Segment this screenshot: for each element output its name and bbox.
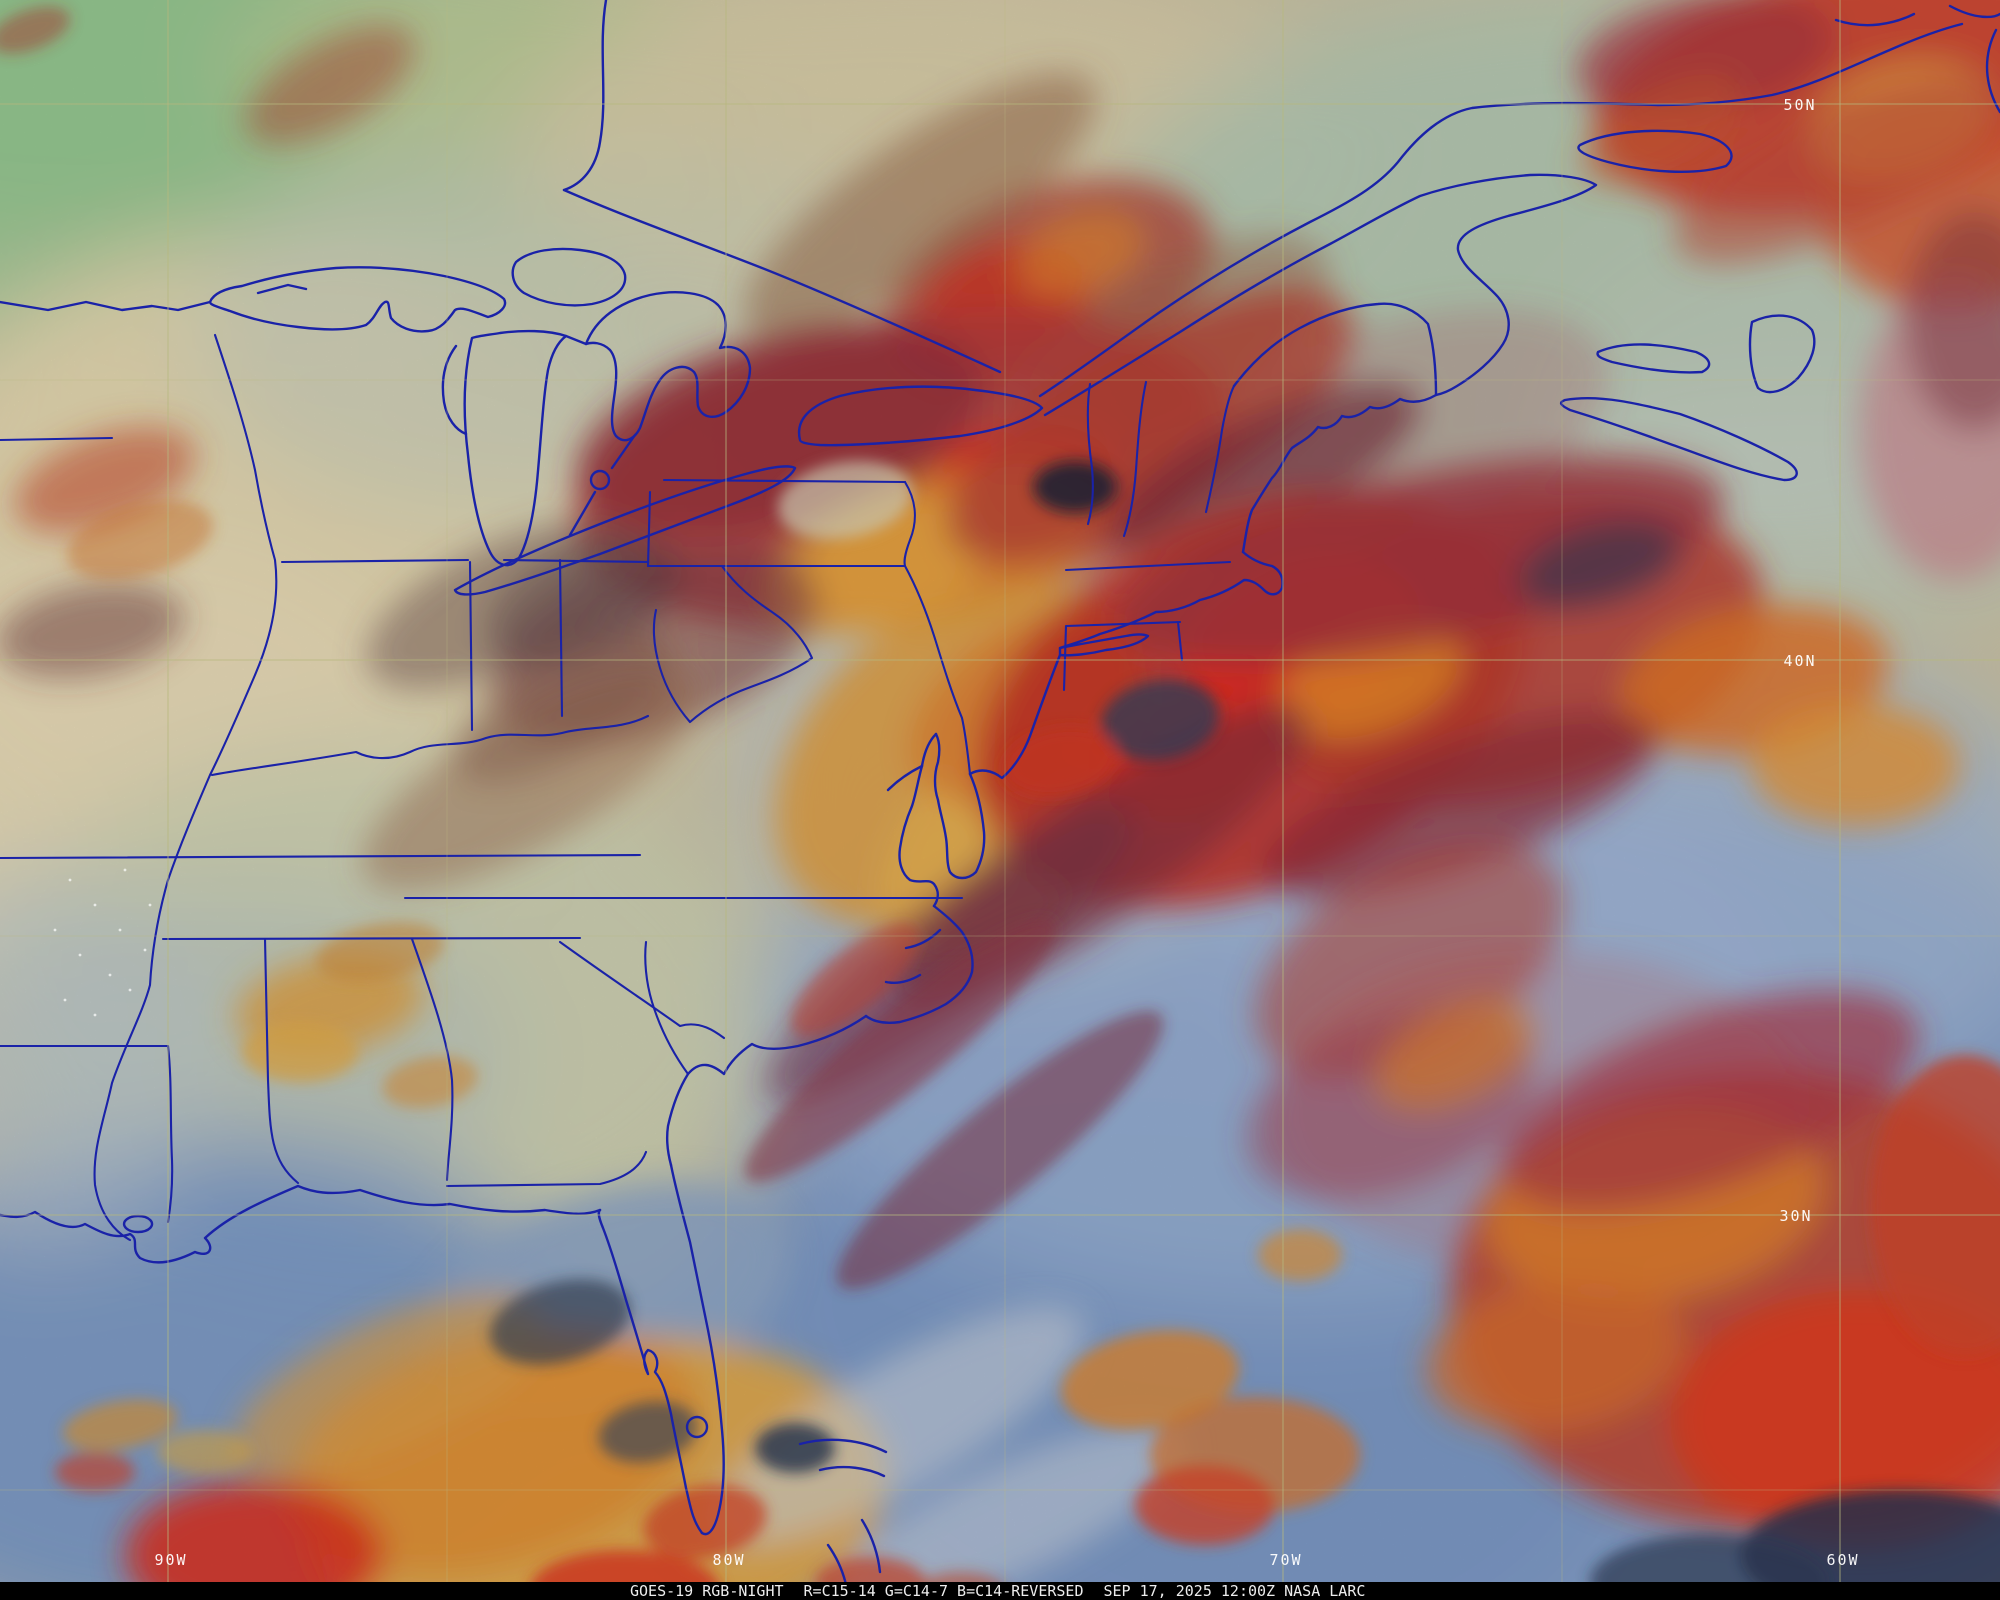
nj-coast-line bbox=[968, 653, 1062, 780]
potomac-line bbox=[886, 764, 924, 792]
green-bay-outline bbox=[441, 344, 468, 436]
newfoundland-lines bbox=[1834, 4, 2000, 114]
florida-east-coast-line bbox=[669, 1163, 725, 1536]
okeechobee-outline bbox=[685, 1415, 709, 1439]
lake-erie-outline bbox=[453, 465, 797, 596]
ms-la-border bbox=[0, 1044, 174, 1224]
savannah-river-border bbox=[644, 940, 690, 1076]
lon-label-70w: 70W bbox=[1269, 1551, 1302, 1569]
vt-nh-border bbox=[1122, 380, 1148, 538]
gulf-coast-line bbox=[0, 1184, 602, 1264]
cape-cod-line bbox=[1058, 550, 1284, 650]
florida-west-coast-line bbox=[597, 1208, 704, 1535]
lon-label-80w: 80W bbox=[712, 1551, 745, 1569]
caption-bar: GOES-19 RGB-NIGHT R=C15-14 G=C14-7 B=C14… bbox=[0, 1582, 2000, 1600]
ma-north-border bbox=[1064, 560, 1232, 572]
pei-outline bbox=[1596, 343, 1711, 374]
nipigon-lake-outline bbox=[511, 247, 627, 307]
lake-ontario-outline bbox=[797, 385, 1044, 447]
nc-sc-border bbox=[558, 940, 726, 1040]
lake-michigan-outline bbox=[463, 329, 568, 567]
ky-tn-border bbox=[0, 853, 642, 860]
wi-il-border bbox=[280, 558, 470, 564]
mississippi-river-line bbox=[93, 333, 278, 1242]
straits-line bbox=[564, 334, 588, 346]
ga-al-border bbox=[410, 937, 454, 1182]
isle-royale-line bbox=[256, 283, 308, 295]
ma-ct-ri-borders bbox=[1062, 620, 1184, 692]
caption-recipe: R=C15-14 G=C14-7 B=C14-REVERSED bbox=[803, 1582, 1084, 1600]
al-ms-border bbox=[263, 937, 300, 1185]
stclair-channels bbox=[568, 433, 637, 537]
oh-pa-border bbox=[646, 490, 652, 568]
maine-border-line bbox=[1232, 302, 1438, 397]
nh-me-border bbox=[1204, 384, 1236, 514]
canada-border-line bbox=[0, 300, 212, 312]
lon-label-60w: 60W bbox=[1826, 1551, 1859, 1569]
lon-label-90w: 90W bbox=[154, 1551, 187, 1569]
pamlico-sound-lines bbox=[884, 928, 942, 984]
delaware-river-border bbox=[903, 480, 972, 776]
lake-superior-outline bbox=[208, 266, 507, 333]
bahamas-lines bbox=[798, 1438, 888, 1582]
cape-breton-outline bbox=[1748, 314, 1816, 394]
pontchartrain-outline bbox=[122, 1214, 154, 1234]
ottawa-river-line bbox=[562, 188, 1002, 374]
lake-stclair-outline bbox=[589, 469, 611, 491]
nova-scotia-outline bbox=[1559, 397, 1798, 482]
stlawrence-south-bank bbox=[1043, 173, 1598, 417]
in-il-border bbox=[468, 560, 474, 732]
stlawrence-north-bank bbox=[1038, 22, 1964, 398]
southeast-coast-line bbox=[666, 1014, 868, 1167]
caption-product: GOES-19 RGB-NIGHT bbox=[630, 1582, 784, 1600]
oh-in-border bbox=[558, 558, 564, 718]
speckle-field bbox=[53, 868, 152, 1017]
lat-label-40n: 40N bbox=[1783, 652, 1816, 670]
outer-banks-outline bbox=[864, 904, 974, 1024]
maine-coast-line bbox=[1241, 393, 1438, 554]
vt-ny-border bbox=[1086, 382, 1094, 526]
lat-label-30n: 30N bbox=[1779, 1207, 1812, 1225]
delmarva-outline bbox=[933, 732, 986, 880]
lake-huron-outline bbox=[584, 291, 752, 442]
ny-pa-border bbox=[662, 478, 907, 484]
anticosti-outline bbox=[1577, 129, 1733, 173]
caption-datetime: SEP 17, 2025 12:00Z NASA LARC bbox=[1103, 1582, 1366, 1600]
quebec-river-line bbox=[562, 0, 608, 192]
long-island-outline bbox=[1058, 633, 1150, 657]
ga-fl-border bbox=[445, 1150, 648, 1188]
lat-label-50n: 50N bbox=[1783, 96, 1816, 114]
ia-mn-border bbox=[0, 436, 114, 442]
wv-va-borders bbox=[652, 564, 814, 724]
ohio-river-line bbox=[210, 714, 650, 777]
mi-oh-border bbox=[502, 558, 650, 564]
tn-south-border bbox=[161, 936, 582, 941]
